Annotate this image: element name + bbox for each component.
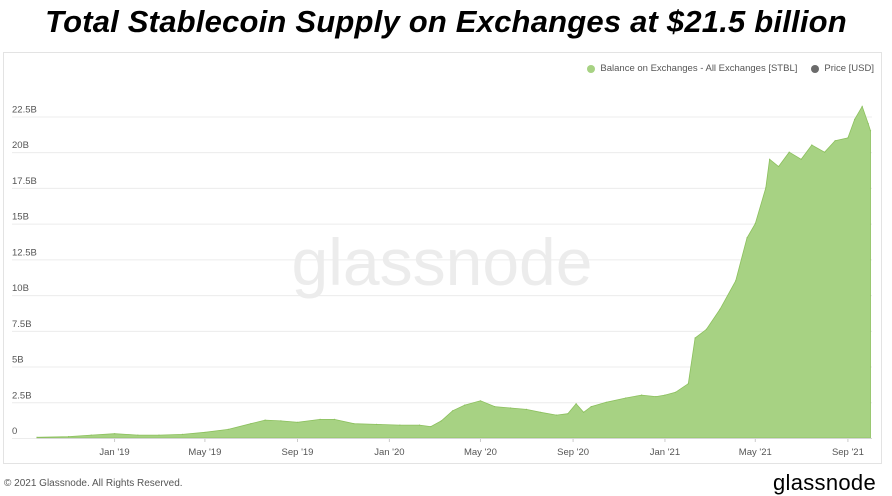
- data-point: [333, 418, 335, 420]
- data-point: [464, 404, 466, 406]
- watermark: glassnode: [292, 225, 593, 299]
- data-point: [869, 130, 872, 132]
- data-point: [430, 426, 432, 428]
- data-point: [641, 394, 643, 396]
- data-point: [674, 391, 677, 393]
- data-point: [847, 137, 849, 139]
- data-point: [746, 237, 748, 239]
- legend-item-price[interactable]: Price [USD]: [811, 63, 874, 74]
- data-point: [68, 436, 70, 438]
- data-point: [778, 165, 780, 168]
- data-point: [605, 401, 607, 403]
- data-point: [440, 420, 442, 422]
- legend-dot-icon: [587, 64, 596, 73]
- data-point: [575, 403, 577, 405]
- data-point: [719, 308, 721, 310]
- legend-label-balance: Balance on Exchanges - All Exchanges [ST…: [600, 63, 798, 74]
- data-point: [296, 421, 299, 423]
- legend-dot-icon: [811, 64, 820, 73]
- data-point: [694, 337, 696, 339]
- glassnode-logo: glassnode: [773, 470, 876, 495]
- x-axis-ticks: Jan '19 May '19 Sep '19 Jan '20 May '20 Sep '…: [37, 438, 872, 458]
- data-point: [834, 140, 836, 142]
- data-point: [525, 408, 528, 410]
- data-point: [664, 394, 666, 396]
- data-point: [540, 411, 542, 413]
- data-point: [655, 396, 657, 398]
- data-point: [800, 158, 802, 160]
- data-point: [452, 410, 454, 412]
- data-point: [494, 406, 496, 408]
- data-point: [811, 144, 813, 146]
- balance-area: [36, 105, 871, 439]
- x-tick-label: Jan '19: [99, 447, 129, 458]
- y-tick-label: 12.5B: [12, 247, 37, 258]
- y-tick-label: 20B: [12, 140, 29, 151]
- data-point: [204, 431, 206, 433]
- page-title: Total Stablecoin Supply on Exchanges at …: [45, 4, 847, 39]
- data-point: [854, 118, 856, 120]
- y-axis-ticks: 0 2.5B 5B 7.5B 10B 12.5B 15B 17.5B 20B 22.5B: [12, 104, 37, 437]
- data-point: [735, 280, 737, 282]
- x-tick-label: May '19: [188, 447, 221, 458]
- data-point: [567, 413, 569, 415]
- data-point: [769, 158, 771, 160]
- legend-label-price: Price [USD]: [824, 63, 874, 74]
- x-tick-label: Sep '21: [832, 447, 864, 458]
- data-point: [583, 411, 585, 413]
- data-point: [765, 187, 767, 189]
- y-tick-label: 17.5B: [12, 176, 37, 187]
- data-point: [158, 434, 160, 436]
- data-point: [376, 423, 378, 425]
- data-point: [510, 407, 512, 409]
- y-tick-label: 7.5B: [12, 319, 32, 330]
- data-point: [479, 400, 482, 402]
- data-point: [754, 223, 756, 225]
- copyright-text: © 2021 Glassnode. All Rights Reserved.: [4, 478, 183, 489]
- data-point: [36, 436, 38, 438]
- area-series: [36, 105, 872, 439]
- data-point: [181, 433, 183, 435]
- x-tick-label: May '21: [739, 447, 772, 458]
- data-point: [137, 434, 139, 436]
- data-point: [90, 434, 92, 436]
- data-point: [280, 420, 282, 422]
- data-point: [399, 424, 401, 426]
- data-point: [705, 328, 708, 330]
- data-point: [264, 419, 266, 421]
- data-point: [625, 397, 627, 399]
- data-point: [555, 414, 558, 416]
- y-tick-label: 15B: [12, 212, 29, 223]
- data-point: [114, 433, 116, 435]
- y-tick-label: 22.5B: [12, 104, 37, 115]
- legend-item-balance[interactable]: Balance on Exchanges - All Exchanges [ST…: [587, 63, 797, 74]
- data-point: [867, 123, 869, 125]
- x-tick-label: Sep '19: [282, 447, 314, 458]
- y-tick-label: 0: [12, 426, 17, 437]
- data-point: [788, 151, 790, 153]
- data-point: [590, 406, 592, 408]
- data-point: [687, 383, 689, 385]
- x-tick-label: Jan '21: [650, 447, 680, 458]
- data-point: [227, 428, 229, 430]
- y-tick-label: 5B: [12, 355, 24, 366]
- y-tick-label: 2.5B: [12, 390, 32, 401]
- chart-legend: Balance on Exchanges - All Exchanges [ST…: [587, 63, 874, 74]
- data-point: [353, 423, 355, 425]
- data-point: [824, 151, 826, 153]
- x-tick-label: May '20: [464, 447, 497, 458]
- x-tick-label: Sep '20: [557, 447, 589, 458]
- data-point: [250, 423, 252, 425]
- data-point: [319, 418, 321, 420]
- data-point: [861, 105, 863, 107]
- y-tick-label: 10B: [12, 283, 29, 294]
- data-point: [418, 424, 421, 426]
- x-tick-label: Jan '20: [374, 447, 404, 458]
